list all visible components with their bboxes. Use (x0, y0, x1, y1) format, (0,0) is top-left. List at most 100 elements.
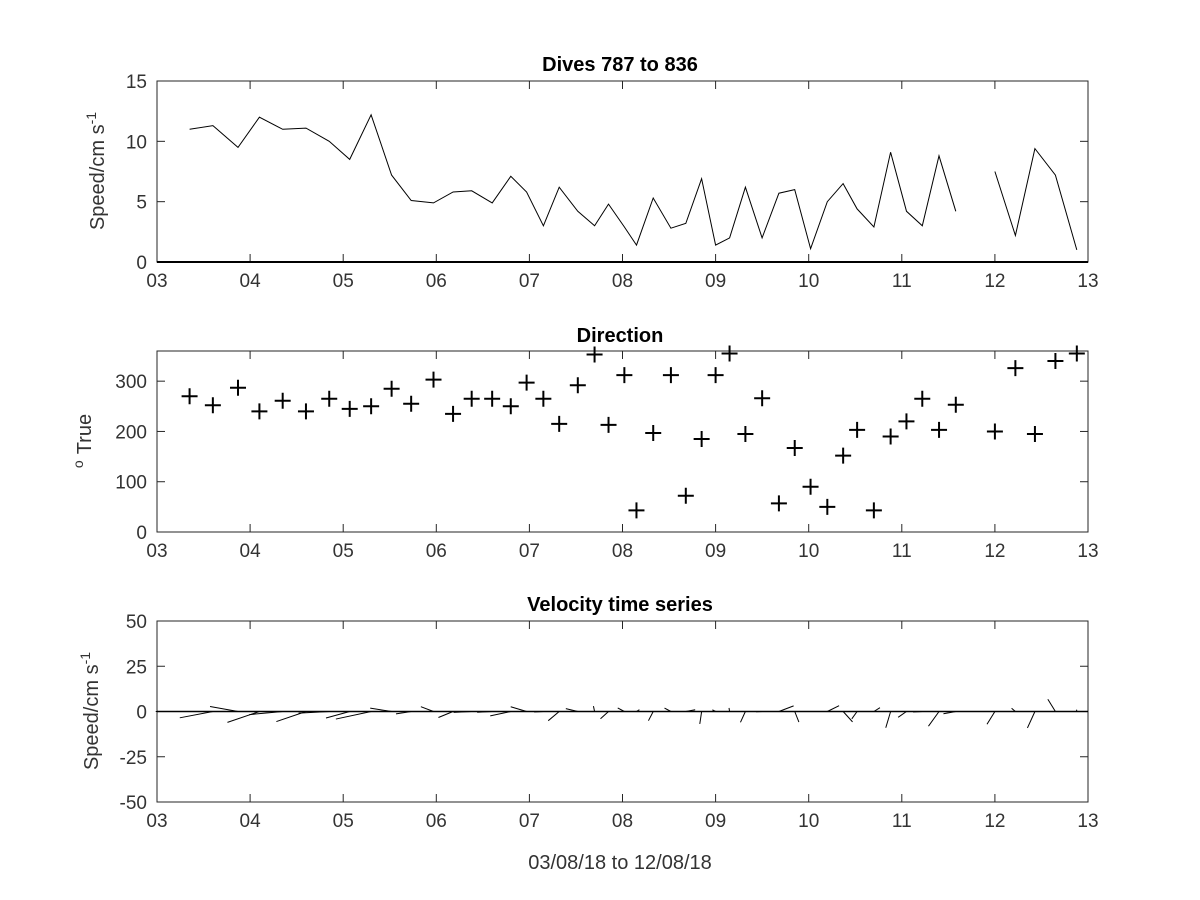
x-tick-label: 12 (984, 271, 1005, 292)
velocity-stick (778, 705, 794, 712)
velocity-stick (325, 711, 350, 719)
direction-point (600, 416, 617, 433)
direction-point (274, 392, 291, 409)
y-tick-label: 0 (136, 703, 147, 724)
velocity-stick (453, 711, 472, 713)
velocity-stick (600, 711, 609, 720)
velocity-stick (298, 711, 330, 714)
y-tick-label: 5 (136, 193, 147, 214)
direction-point (931, 421, 948, 438)
y-tick-label: 15 (126, 72, 147, 93)
x-tick-label: 07 (519, 541, 540, 562)
direction-point (229, 379, 246, 396)
direction-point (882, 428, 899, 445)
direction-point (1026, 425, 1043, 442)
velocity-stick (335, 711, 372, 720)
velocity-stick (685, 709, 696, 712)
direction-point (662, 367, 679, 384)
speed-axes-frame (156, 80, 1089, 263)
velocity-stick (547, 711, 560, 722)
x-tick-label: 10 (798, 541, 819, 562)
direction-axes-frame (156, 350, 1089, 533)
direction-point (569, 377, 586, 394)
y-tick-label: 50 (126, 612, 147, 633)
x-tick-label: 13 (1077, 271, 1098, 292)
y-tick-label: 200 (115, 422, 147, 443)
direction-point (986, 423, 1003, 440)
velocity-stick (592, 706, 596, 712)
x-tick-label: 04 (240, 541, 262, 562)
direction-point (403, 395, 420, 412)
direction-point (363, 398, 380, 415)
velocity-stick (249, 711, 283, 716)
direction-point (677, 487, 694, 504)
velocity-xlabel: 03/08/18 to 12/08/18 (528, 852, 712, 874)
x-tick-label: 11 (892, 271, 912, 292)
x-tick-label: 05 (333, 541, 354, 562)
direction-point (693, 430, 710, 447)
velocity-stick (943, 711, 956, 715)
direction-point (754, 390, 771, 407)
y-tick-label: 100 (115, 473, 147, 494)
velocity-stick (827, 705, 840, 712)
direction-panel: Direction 03 04 05 06 07 08 09 10 11 12 13 0 100 200… (70, 325, 1099, 562)
x-tick-label: 03 (146, 271, 167, 292)
x-tick-label: 12 (984, 541, 1005, 562)
direction-point (463, 390, 480, 407)
velocity-stick (565, 708, 578, 712)
velocity-stick (851, 711, 858, 720)
direction-point (628, 502, 645, 519)
x-tick-label: 08 (612, 271, 633, 292)
y-tick-label: 25 (126, 657, 147, 678)
y-tick-label: 0 (136, 523, 147, 544)
velocity-stick (986, 711, 996, 725)
direction-point (1047, 353, 1064, 370)
direction-point (502, 398, 519, 415)
direction-point (484, 390, 501, 407)
velocity-stick (510, 706, 527, 712)
x-tick-label: 08 (612, 811, 633, 832)
velocity-stick (490, 711, 511, 717)
speed-series (157, 113, 1088, 263)
speed-x-ticks: 03 04 05 06 07 08 09 10 11 12 13 (146, 81, 1099, 292)
direction-point (251, 403, 268, 420)
direction-point (802, 478, 819, 495)
direction-point (721, 345, 738, 362)
x-tick-label: 10 (798, 271, 819, 292)
y-tick-label: -25 (120, 748, 147, 769)
direction-point (770, 495, 787, 512)
x-tick-label: 05 (333, 811, 354, 832)
x-tick-label: 07 (519, 271, 540, 292)
x-tick-label: 13 (1077, 541, 1098, 562)
direction-ylabel: oTrue (70, 414, 96, 468)
direction-point (898, 413, 915, 430)
x-tick-label: 13 (1077, 811, 1098, 832)
x-tick-label: 03 (146, 541, 167, 562)
direction-point (947, 396, 964, 413)
direction-point (518, 374, 535, 391)
speed-line (994, 147, 1078, 251)
direction-point (297, 403, 314, 420)
x-tick-label: 04 (240, 811, 262, 832)
direction-y-ticks: 0 100 200 300 (115, 372, 1088, 544)
direction-point (865, 502, 882, 519)
velocity-panel: Velocity time series 03 04 05 06 07 08 09 10 11 1… (77, 594, 1099, 874)
speed-panel: Dives 787 to 836 03 04 05 06 07 08 09 10 11 12 13 … (83, 54, 1099, 292)
direction-point (425, 371, 442, 388)
velocity-stick (617, 707, 625, 712)
direction-point (914, 390, 931, 407)
direction-point (849, 421, 866, 438)
x-tick-label: 11 (892, 541, 912, 562)
direction-point (445, 405, 462, 422)
direction-point (341, 400, 358, 417)
y-tick-label: 300 (115, 372, 147, 393)
direction-point (737, 425, 754, 442)
x-tick-label: 11 (892, 811, 912, 832)
direction-point (1068, 345, 1085, 362)
direction-point (645, 424, 662, 441)
velocity-stick (636, 709, 640, 712)
velocity-y-ticks: -50 -25 0 25 50 (120, 612, 1088, 814)
x-tick-label: 10 (798, 811, 819, 832)
velocity-stick (438, 711, 454, 718)
